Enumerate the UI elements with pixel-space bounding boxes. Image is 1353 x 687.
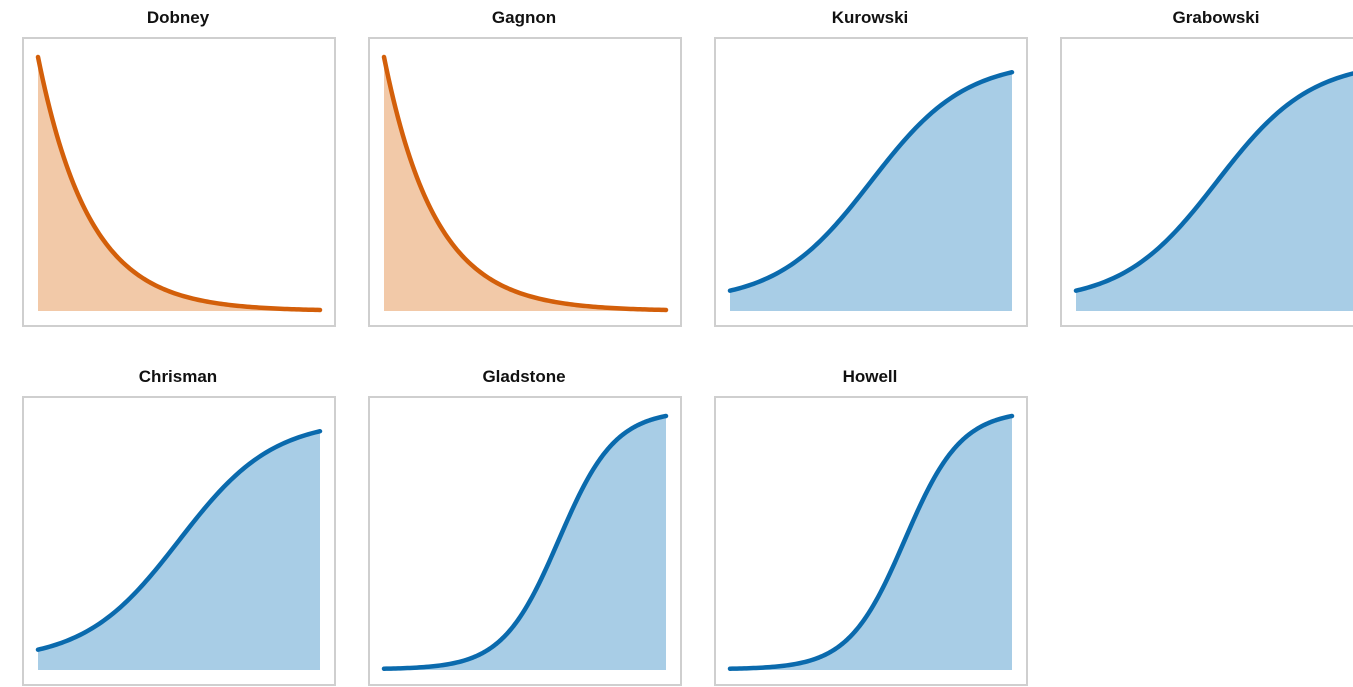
plot-area xyxy=(727,69,1015,311)
area-fill xyxy=(384,416,666,670)
series-line xyxy=(35,54,323,313)
area-fill xyxy=(384,57,666,311)
plot-frame xyxy=(1060,37,1353,327)
series-line xyxy=(381,413,669,671)
panel-title: Kurowski xyxy=(831,8,909,27)
panel-title: Howell xyxy=(842,367,898,386)
series-line xyxy=(727,69,1015,293)
plot-area xyxy=(35,428,323,670)
plot-frame xyxy=(714,396,1028,686)
panel-title: Grabowski xyxy=(1172,8,1260,27)
plot-area xyxy=(727,413,1015,671)
series-line xyxy=(1073,71,1353,293)
panel-title: Dobney xyxy=(146,8,210,27)
area-fill xyxy=(38,431,320,670)
plot-frame xyxy=(714,37,1028,327)
series-line xyxy=(381,54,669,313)
area-fill xyxy=(38,57,320,311)
plot-area xyxy=(381,54,669,313)
area-fill xyxy=(1076,73,1353,311)
plot-area xyxy=(35,54,323,313)
panel-title: Gladstone xyxy=(482,367,566,386)
area-fill xyxy=(730,416,1012,670)
plot-area xyxy=(1073,71,1353,311)
plot-area xyxy=(381,413,669,671)
series-line xyxy=(35,428,323,652)
plot-frame xyxy=(368,396,682,686)
series-line xyxy=(727,413,1015,671)
plot-frame xyxy=(22,37,336,327)
panel-title: Gagnon xyxy=(491,8,557,27)
plot-frame xyxy=(368,37,682,327)
plot-frame xyxy=(22,396,336,686)
area-fill xyxy=(730,72,1012,311)
panel-title: Chrisman xyxy=(138,367,218,386)
